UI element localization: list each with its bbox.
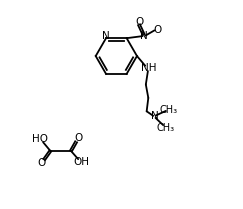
Text: N: N xyxy=(102,31,110,41)
Text: N: N xyxy=(151,111,159,121)
Text: N: N xyxy=(140,31,148,41)
Text: O: O xyxy=(37,158,46,168)
Text: O: O xyxy=(135,17,143,27)
Text: NH: NH xyxy=(140,63,156,73)
Text: O: O xyxy=(74,133,83,143)
Text: HO: HO xyxy=(32,134,48,144)
Text: CH₃: CH₃ xyxy=(157,123,175,133)
Text: CH₃: CH₃ xyxy=(159,105,178,115)
Text: O: O xyxy=(153,25,161,35)
Text: OH: OH xyxy=(73,157,89,167)
